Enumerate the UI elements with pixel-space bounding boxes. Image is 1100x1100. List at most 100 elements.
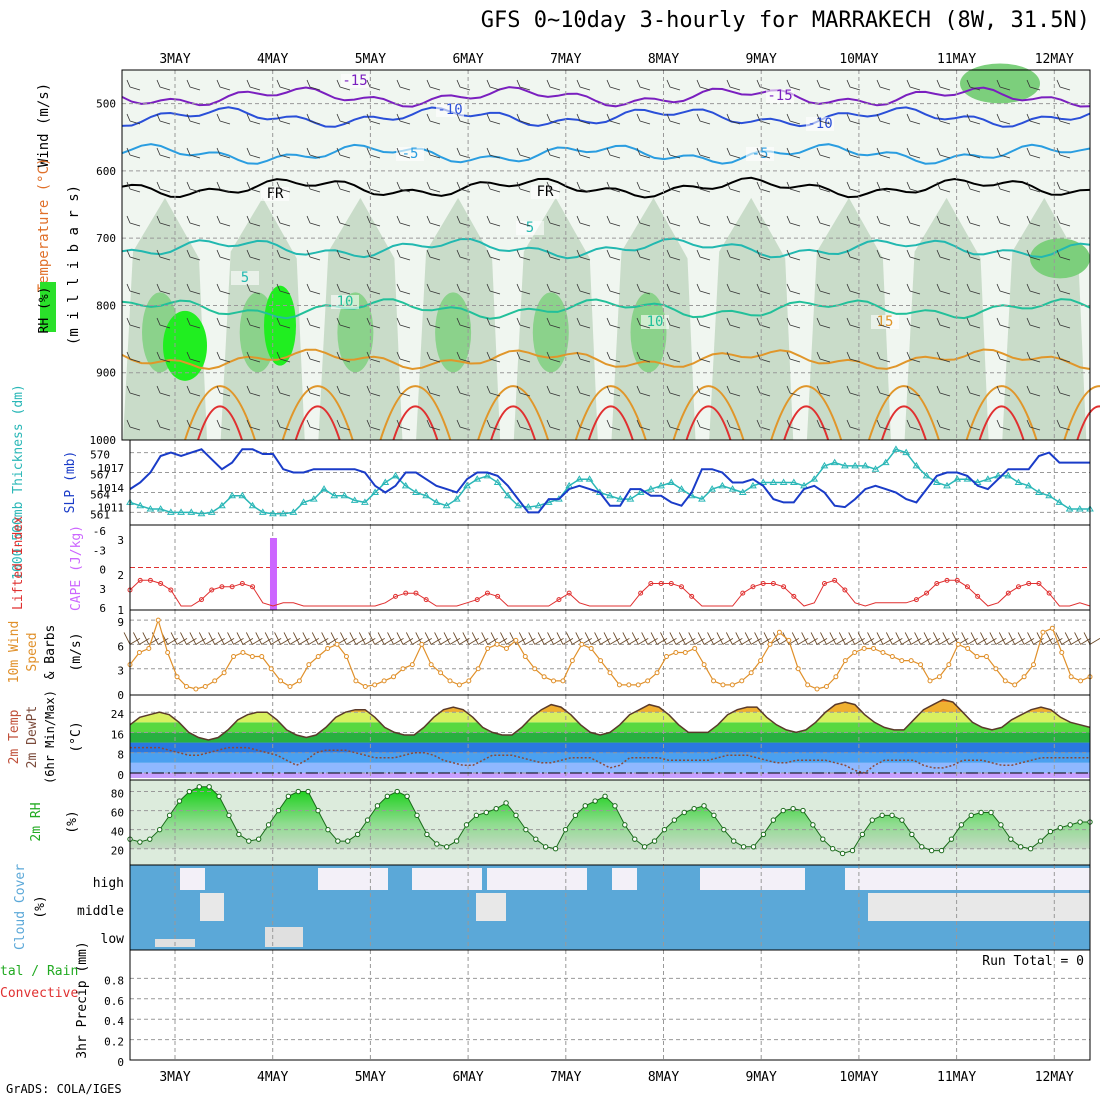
wind10-point [748, 670, 754, 676]
wind-barb [516, 283, 531, 295]
wind10-point [598, 658, 604, 664]
wind-barb [786, 79, 801, 91]
wind-barb [486, 215, 501, 227]
wind-barb [336, 419, 351, 431]
rh-point [731, 838, 737, 844]
li-point [760, 581, 766, 587]
wind10-barb [641, 632, 658, 645]
thickness-point [738, 488, 747, 495]
wind-barb [846, 181, 861, 193]
rh-point [295, 788, 301, 795]
rh-point [800, 807, 806, 814]
wind-barb [306, 181, 321, 193]
wind-barb [216, 215, 231, 227]
wind-barb [966, 317, 981, 329]
wind-barb [696, 147, 711, 159]
wind-barb [876, 113, 891, 125]
rh-point [711, 812, 717, 819]
wind-barb [216, 249, 231, 261]
wind10-barb [434, 632, 451, 645]
y-tick-label: 0 [117, 1056, 124, 1069]
wind10-barb [547, 632, 564, 645]
temp-contour-25 [685, 405, 732, 441]
rh-point [394, 788, 400, 795]
date-label-top: 4MAY [257, 52, 288, 67]
wind10-point [852, 650, 858, 655]
wind-barb [876, 385, 891, 397]
wind-barb [636, 79, 651, 91]
dewpt2m-line [130, 746, 1090, 774]
wind-barb [426, 385, 441, 397]
wind-barb [696, 317, 711, 329]
temp-contour-20 [672, 385, 745, 441]
rh-point [483, 809, 489, 816]
wind-barb [516, 79, 531, 91]
wind-barb [1056, 385, 1071, 397]
wind-barb [126, 79, 141, 91]
wind10-point [889, 654, 895, 660]
wind-barb [636, 147, 651, 159]
wind-barb [396, 181, 411, 193]
wind10-point [861, 645, 867, 651]
wind-barb [156, 79, 171, 91]
wind-barb [486, 385, 501, 397]
wind-barb [396, 351, 411, 363]
thickness-point [677, 485, 686, 492]
wind-barb [816, 283, 831, 295]
wind-barb [306, 419, 321, 431]
wind-barb [756, 283, 771, 295]
wind10-barb [857, 632, 875, 645]
wind-barb [546, 181, 561, 193]
rh-point [1077, 819, 1083, 825]
wind-barb [546, 215, 561, 227]
thickness-point [422, 491, 431, 499]
wind10-point [268, 666, 274, 672]
li-point [678, 584, 684, 590]
wind10-point [409, 662, 415, 668]
rh-point [196, 784, 202, 790]
wind-barb [396, 79, 411, 91]
y-tick-label: 0 [99, 564, 106, 577]
temp-contour-25 [978, 405, 1025, 441]
wind-barb [966, 147, 981, 159]
wind-barb [156, 181, 171, 193]
li-point [393, 593, 399, 599]
wind10-barb [133, 632, 150, 645]
wind10-point [334, 641, 340, 647]
temp-minmax-label: (6hr Min/Max) [43, 690, 57, 784]
wind-barb [246, 147, 261, 159]
y-tick-label: 9 [117, 616, 124, 629]
rh-point [216, 793, 222, 799]
rh-band [806, 197, 891, 440]
wind10-point [842, 658, 848, 664]
wind10-point [899, 658, 905, 664]
rh-point [473, 812, 480, 819]
wind10-barb [942, 632, 960, 645]
wind10-point [343, 654, 349, 660]
wind-barb [546, 79, 561, 91]
li-point [689, 593, 695, 599]
wind-barb [156, 249, 171, 261]
wind10-point [560, 678, 566, 684]
thickness-point [269, 509, 277, 517]
precip-label: 3hr Precip (mm) [75, 941, 90, 1058]
wind-barb [576, 147, 591, 159]
wind10-barb [933, 632, 950, 645]
thickness-point [575, 475, 584, 482]
wind-barb [996, 113, 1011, 125]
wind10-point [353, 678, 359, 684]
rh-point [810, 822, 816, 828]
wind-barb [996, 147, 1011, 159]
wind-barb [126, 385, 141, 397]
wind10-barb [885, 632, 903, 645]
thickness-point [943, 481, 951, 489]
wind10-point [908, 658, 914, 664]
wind10-barb [725, 632, 743, 645]
thickness-point [718, 481, 727, 489]
date-label-bottom: 10MAY [839, 1070, 878, 1085]
cloud-clear-high [180, 868, 205, 890]
wind10-point [494, 641, 500, 647]
thickness-point [218, 501, 226, 509]
wind10-point [805, 682, 811, 688]
contour-label: 10 [647, 314, 664, 330]
